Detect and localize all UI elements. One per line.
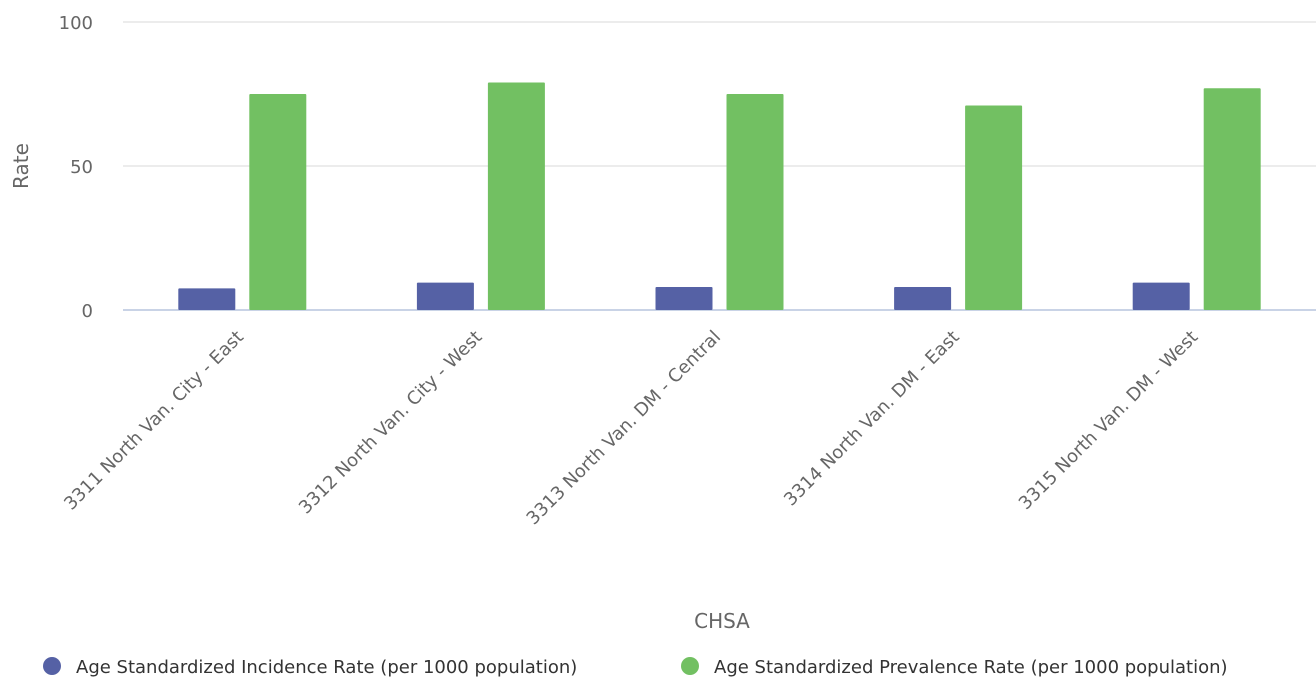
y-tick-label: 100: [59, 13, 93, 34]
x-axis-title: CHSA: [694, 609, 750, 633]
y-axis-title: Rate: [9, 143, 33, 189]
bars: [178, 82, 1261, 311]
x-tick-label: 3311 North Van. City - East: [60, 327, 248, 515]
x-tick-label: 3312 North Van. City - West: [295, 327, 487, 519]
bar-incidence[interactable]: [1132, 282, 1190, 310]
bar-prevalence[interactable]: [965, 105, 1023, 311]
x-axis: 3311 North Van. City - East 3312 North Va…: [60, 327, 1202, 529]
legend-marker: [43, 657, 61, 675]
bar-incidence[interactable]: [416, 282, 474, 310]
legend[interactable]: Age Standardized Incidence Rate (per 100…: [43, 657, 1228, 678]
legend-label: Age Standardized Prevalence Rate (per 10…: [714, 657, 1228, 678]
legend-marker: [681, 657, 699, 675]
x-tick-label: 3313 North Van. DM - Central: [523, 327, 725, 529]
bar-prevalence[interactable]: [726, 94, 784, 310]
x-tick-label: 3314 North Van. DM - East: [780, 327, 964, 511]
bar-prevalence[interactable]: [249, 94, 307, 310]
bar-prevalence[interactable]: [487, 82, 545, 310]
y-tick-label: 0: [82, 301, 93, 322]
x-tick-label: 3315 North Van. DM - West: [1015, 327, 1202, 514]
bar-incidence[interactable]: [894, 286, 952, 310]
legend-item-prevalence[interactable]: Age Standardized Prevalence Rate (per 10…: [681, 657, 1228, 678]
legend-item-incidence[interactable]: Age Standardized Incidence Rate (per 100…: [43, 657, 577, 678]
gridlines: [123, 21, 1316, 311]
bar-incidence[interactable]: [178, 288, 236, 310]
bar-incidence[interactable]: [655, 286, 713, 310]
y-axis: 0 50 100: [59, 13, 93, 322]
bar-prevalence[interactable]: [1203, 88, 1261, 311]
legend-label: Age Standardized Incidence Rate (per 100…: [76, 657, 577, 678]
y-tick-label: 50: [70, 157, 93, 178]
